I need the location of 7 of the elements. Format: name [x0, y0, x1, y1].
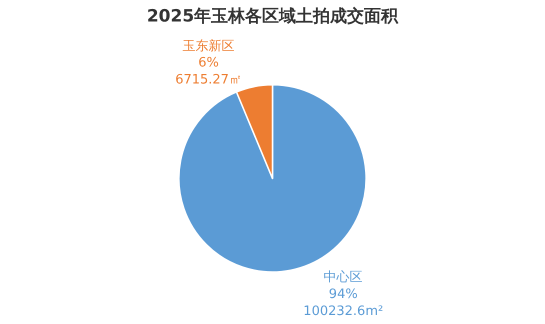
slice-label: 玉东新区: [182, 38, 235, 54]
slice-label: 中心区: [324, 269, 363, 286]
data-label: 100232.6m²: [303, 304, 384, 320]
chart-title: 2025年玉林各区域土拍成交面积: [146, 6, 400, 27]
data-label: 6715.27㎡: [175, 72, 242, 88]
text: 6%: [198, 56, 219, 71]
text: 94%: [328, 287, 358, 302]
